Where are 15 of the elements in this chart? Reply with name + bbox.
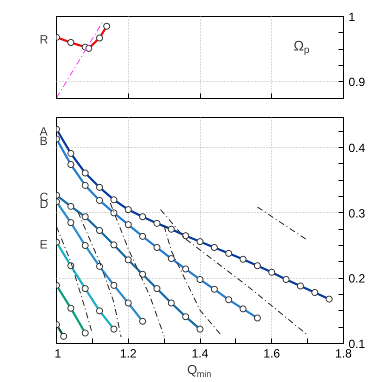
text: E [40,237,48,252]
y-tick-label: 0.2 [348,272,366,286]
text: B [40,134,48,148]
x-tick-label: 1.6 [263,346,280,360]
y-tick-label: 0.9 [348,75,366,90]
line-series [78,212,122,338]
y-tick-label: 1 [348,10,356,24]
y-tick-label: 0.3 [348,206,366,220]
line-series [160,209,308,336]
y-tick-label: 0.4 [348,141,366,156]
line-series [164,225,222,336]
text: R [40,32,49,46]
x-tick-label: 1.4 [192,346,209,360]
x-tick-label: 1.2 [120,346,137,360]
x-tick-label: 1 [54,346,62,360]
